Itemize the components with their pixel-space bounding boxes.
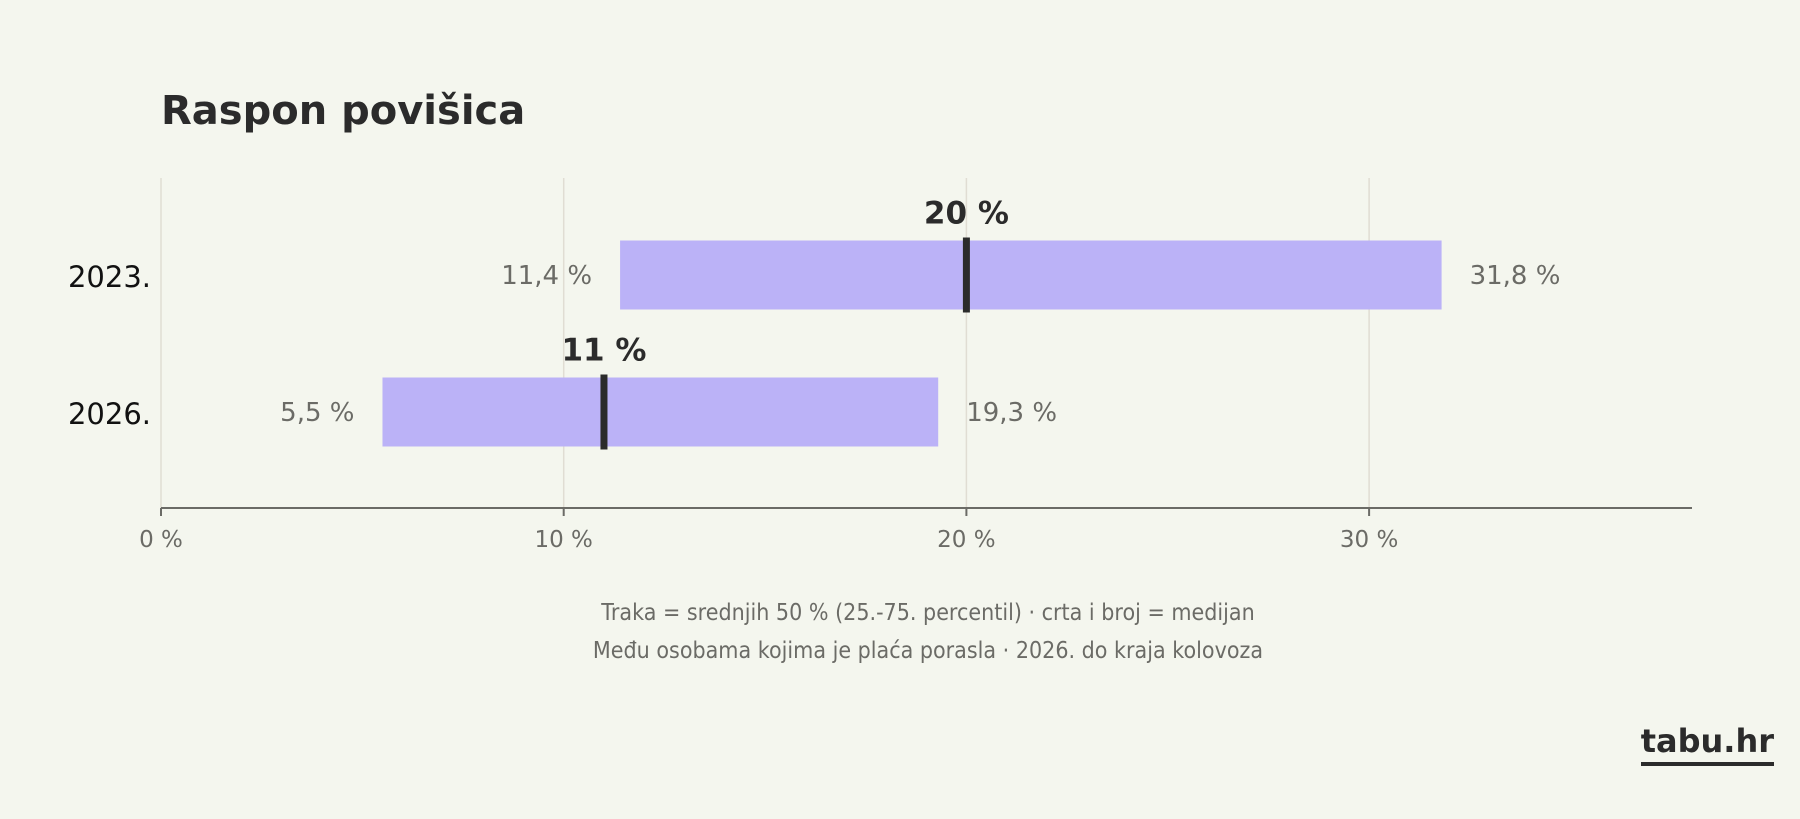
x-tick-label-10: 10 %	[534, 527, 592, 553]
chart-caption-legend: Traka = srednjih 50 % (25.-75. percentil…	[601, 600, 1255, 626]
x-tick-label-0: 0 %	[139, 527, 183, 553]
median-label-2023: 20 %	[924, 196, 1009, 232]
p25-label-2026: 5,5 %	[280, 398, 354, 428]
median-marker-2023	[962, 237, 970, 313]
row-label-2026: 2026.	[68, 397, 151, 431]
median-marker-2026	[600, 374, 608, 450]
chart-title: Raspon povišica	[161, 88, 526, 134]
iqr-bar-2026	[382, 377, 939, 447]
x-tick-label-30: 30 %	[1340, 527, 1398, 553]
chart-caption-source: Među osobama kojima je plaća porasla · 2…	[592, 638, 1264, 664]
row-label-2023: 2023.	[68, 260, 151, 294]
median-label-2026: 11 %	[561, 333, 646, 369]
x-tick-label-20: 20 %	[937, 527, 995, 553]
p75-label-2023: 31,8 %	[1470, 261, 1561, 291]
p25-label-2023: 11,4 %	[501, 261, 592, 291]
p75-label-2026: 19,3 %	[966, 398, 1057, 428]
brand-logo[interactable]: tabu.hr	[1640, 722, 1774, 766]
iqr-bar-2023	[620, 240, 1442, 310]
